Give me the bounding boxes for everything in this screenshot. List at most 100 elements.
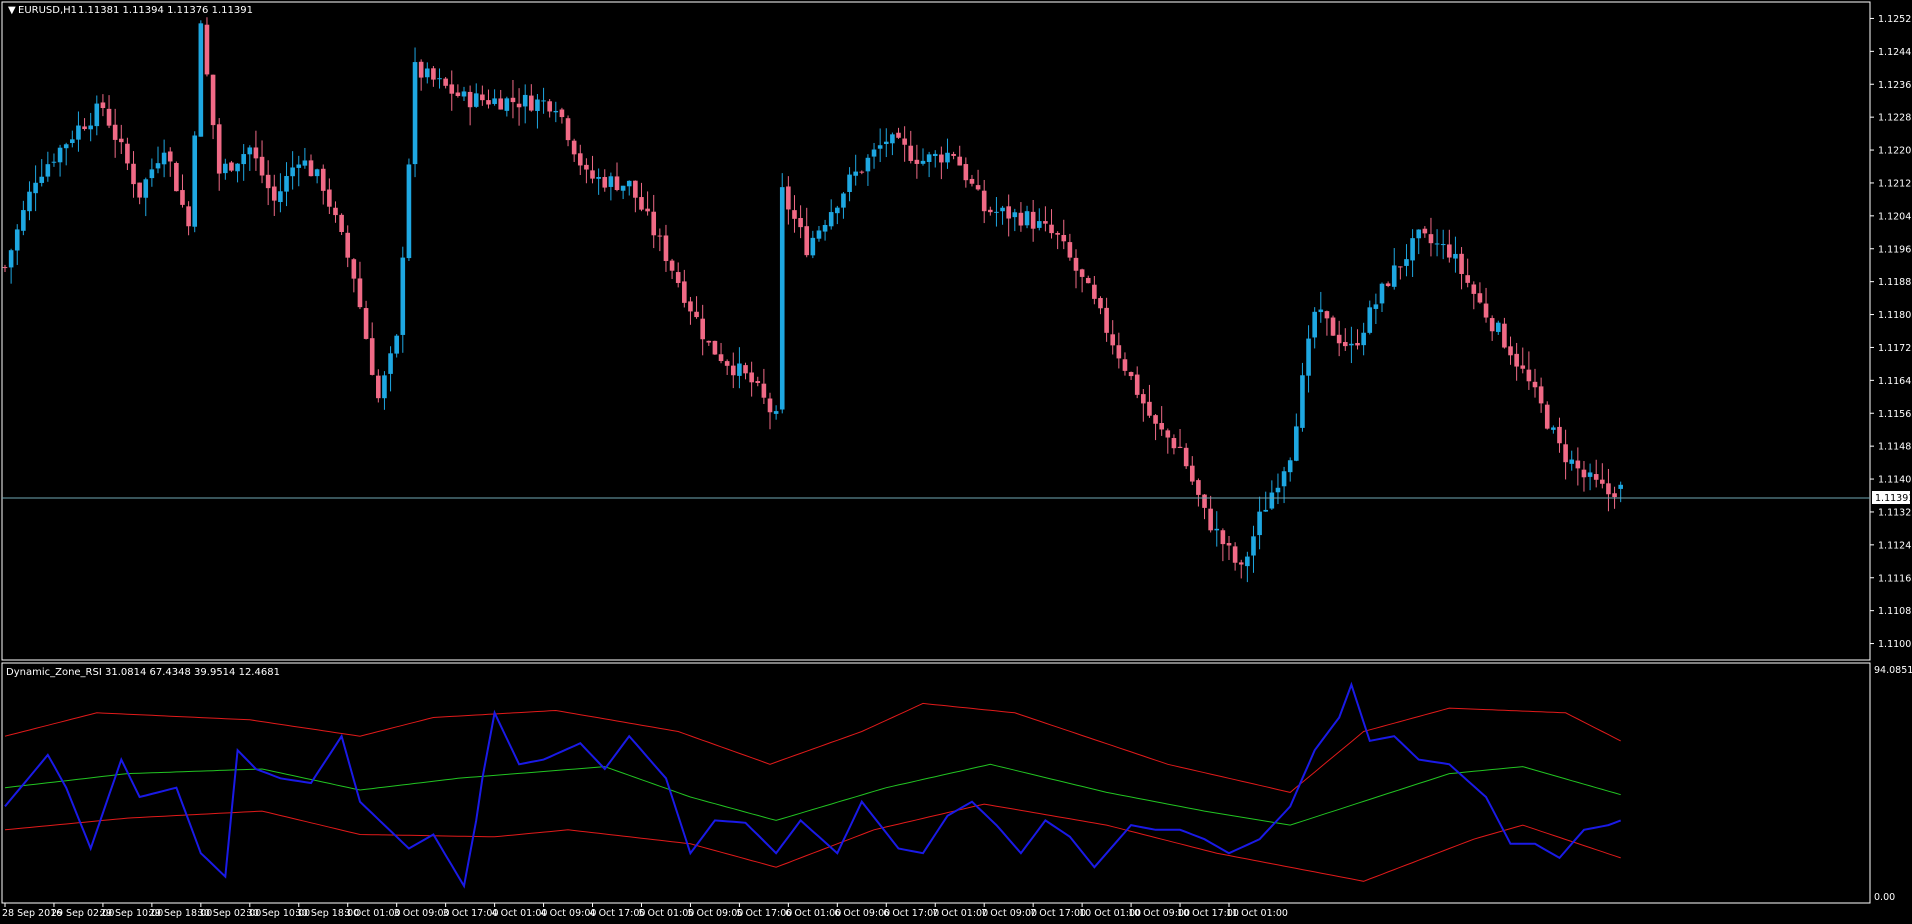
candle bbox=[951, 151, 956, 160]
candle bbox=[804, 207, 810, 258]
candle bbox=[118, 124, 124, 154]
candle bbox=[1618, 481, 1623, 503]
candle bbox=[351, 258, 357, 293]
candle bbox=[369, 322, 375, 376]
time-tick-label: 29 Sep 18:00 bbox=[149, 908, 212, 919]
candle bbox=[700, 304, 705, 356]
candle bbox=[88, 112, 93, 142]
candle bbox=[1538, 377, 1544, 413]
candle bbox=[1300, 362, 1305, 432]
candle bbox=[669, 258, 675, 279]
candle bbox=[1551, 425, 1556, 434]
candle bbox=[553, 101, 559, 123]
candle bbox=[1147, 384, 1152, 418]
candle bbox=[1508, 336, 1513, 365]
candle bbox=[755, 376, 761, 387]
candle bbox=[1281, 466, 1287, 504]
candle bbox=[1600, 463, 1605, 489]
indicator-pane[interactable]: Dynamic_Zone_RSI 31.0814 67.4348 39.9514… bbox=[1, 662, 1871, 904]
candle bbox=[902, 126, 907, 162]
candle bbox=[1275, 473, 1281, 505]
candle bbox=[1520, 347, 1526, 374]
candle bbox=[480, 85, 485, 106]
candle bbox=[522, 84, 528, 124]
candle bbox=[1122, 352, 1128, 376]
candle bbox=[1440, 229, 1446, 260]
candle bbox=[461, 86, 467, 101]
time-tick-label: 7 Oct 17:00 bbox=[1030, 908, 1086, 919]
candle bbox=[314, 168, 320, 184]
candle bbox=[253, 130, 259, 171]
candle bbox=[1318, 291, 1324, 323]
candle bbox=[174, 161, 179, 192]
time-tick-label: 29 Sep 10:00 bbox=[100, 908, 163, 919]
candle bbox=[724, 359, 730, 375]
candle bbox=[1073, 249, 1079, 289]
candle bbox=[33, 165, 38, 212]
price-axis[interactable]: 1.12525 1.12445 1.12365 1.12285 1.12205 1.121… bbox=[1870, 14, 1912, 903]
candle bbox=[1245, 551, 1250, 583]
candle bbox=[1422, 226, 1428, 238]
price-tick-label: 1.11965 bbox=[1878, 244, 1912, 255]
indicator-label: Dynamic_Zone_RSI 31.0814 67.4348 39.9514… bbox=[6, 667, 280, 678]
candle bbox=[914, 144, 920, 179]
candle bbox=[455, 84, 461, 98]
candle bbox=[1581, 461, 1587, 492]
candle bbox=[706, 340, 712, 346]
price-tick-label: 1.12125 bbox=[1878, 178, 1912, 189]
candle bbox=[1085, 275, 1091, 284]
candle bbox=[639, 182, 644, 212]
candle bbox=[192, 131, 198, 233]
time-tick-label: 30 Sep 02:00 bbox=[198, 908, 261, 919]
candle bbox=[45, 151, 51, 182]
candle bbox=[565, 115, 571, 147]
candle bbox=[1030, 199, 1036, 242]
candle bbox=[94, 95, 100, 136]
candle bbox=[559, 107, 565, 124]
candle bbox=[27, 181, 32, 221]
candle bbox=[908, 130, 914, 164]
time-tick-label: 10 Oct 01:00 bbox=[1079, 908, 1141, 919]
candle bbox=[149, 158, 155, 187]
candle bbox=[155, 146, 161, 174]
candle bbox=[926, 151, 932, 178]
indicator-min-label: 0.00 bbox=[1874, 892, 1895, 903]
middle-band-line bbox=[4, 763, 1621, 826]
candle bbox=[1404, 244, 1409, 277]
candle bbox=[76, 111, 81, 152]
time-tick-label: 3 Oct 01:00 bbox=[345, 908, 401, 919]
candle bbox=[1336, 320, 1342, 357]
candle bbox=[1196, 478, 1201, 507]
candle bbox=[302, 147, 308, 169]
candle bbox=[406, 158, 412, 262]
candle bbox=[1189, 456, 1195, 485]
candle bbox=[1165, 428, 1171, 454]
candle bbox=[186, 201, 191, 236]
candle bbox=[1544, 401, 1550, 430]
candle bbox=[1257, 496, 1262, 550]
time-tick-label: 7 Oct 01:00 bbox=[932, 908, 988, 919]
candle bbox=[247, 145, 253, 171]
candle bbox=[327, 178, 332, 215]
candle bbox=[510, 80, 516, 119]
candle bbox=[890, 132, 895, 156]
price-tick-label: 1.11485 bbox=[1878, 442, 1912, 453]
price-pane[interactable]: ▼ EURUSD,H1 1.11381 1.11394 1.11376 1.11… bbox=[1, 1, 1871, 661]
price-tick-label: 1.12365 bbox=[1878, 80, 1912, 91]
candle bbox=[633, 180, 638, 213]
candle bbox=[932, 150, 938, 168]
candle bbox=[1367, 300, 1373, 335]
candle bbox=[1055, 231, 1060, 250]
candle bbox=[1483, 287, 1489, 323]
time-tick-label: 3 Oct 09:00 bbox=[394, 908, 450, 919]
candle bbox=[492, 89, 497, 106]
time-tick-label: 28 Sep 2016 bbox=[2, 908, 62, 919]
time-tick-label: 30 Sep 10:00 bbox=[247, 908, 310, 919]
chart-menu-arrow-icon[interactable]: ▼ bbox=[8, 5, 16, 16]
candle bbox=[896, 127, 901, 139]
candle bbox=[143, 177, 149, 217]
candle bbox=[1208, 495, 1213, 533]
candle bbox=[106, 95, 112, 129]
